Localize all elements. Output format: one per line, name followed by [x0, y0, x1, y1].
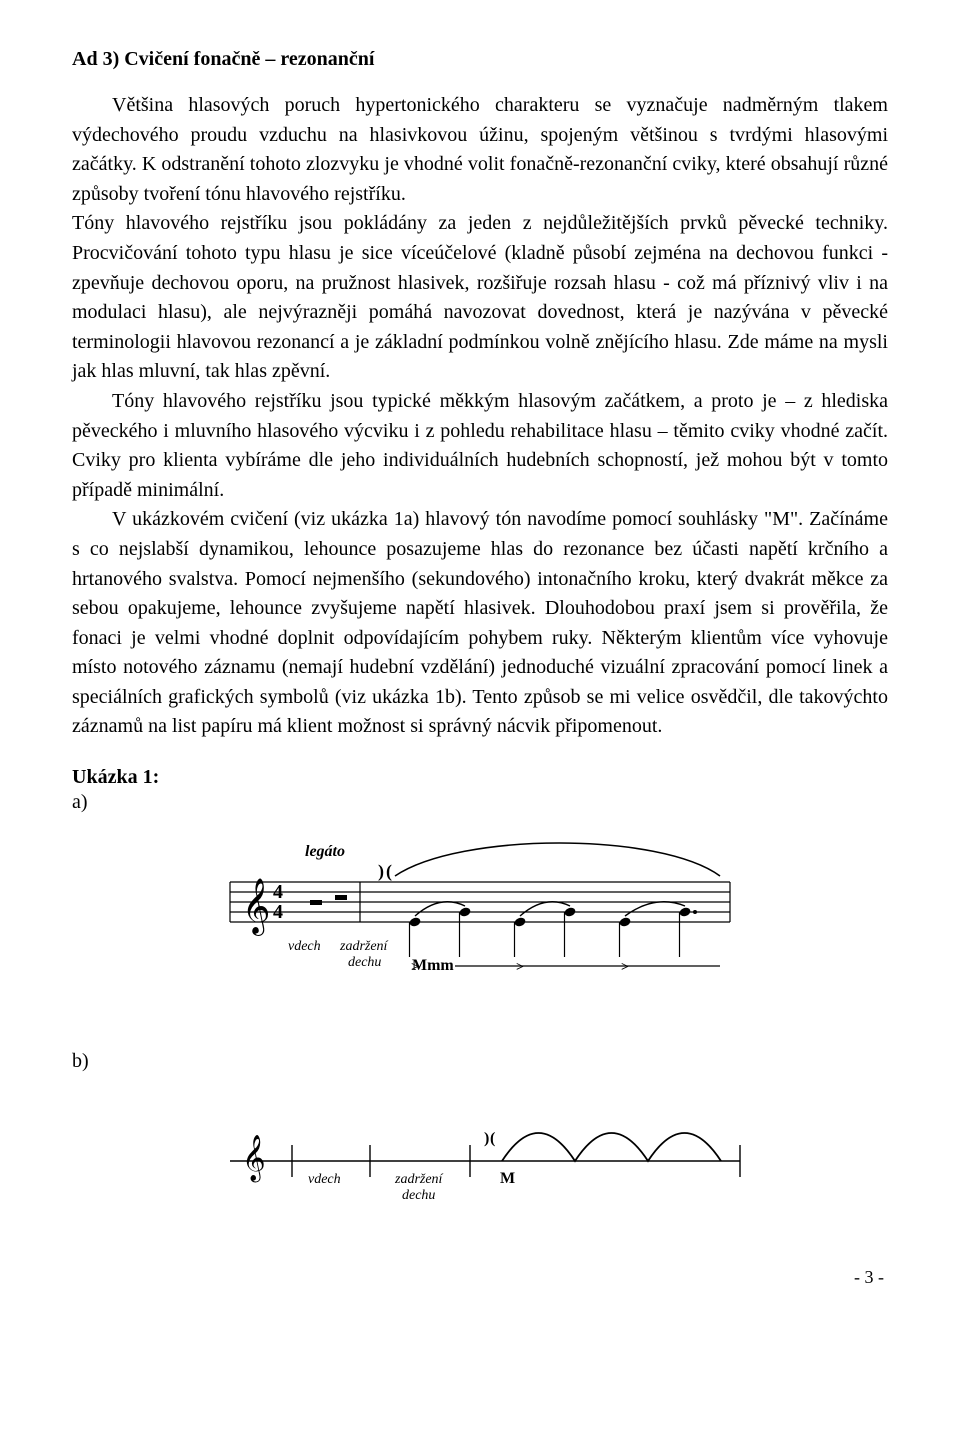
svg-text:𝄞: 𝄞 [242, 1135, 266, 1183]
figure-a-wrap: 𝄞44)(legáto>>>vdechzadrženídechuMmm [72, 822, 888, 1002]
svg-text:vdech: vdech [288, 939, 321, 954]
paragraph-2: Tóny hlavového rejstříku jsou pokládány … [72, 209, 888, 387]
svg-text:dechu: dechu [402, 1188, 435, 1203]
svg-text:legáto: legáto [305, 843, 345, 860]
svg-text:zadržení: zadržení [394, 1172, 444, 1187]
section-heading: Ad 3) Cvičení fonačně – rezonanční [72, 48, 888, 71]
svg-text:Mmm: Mmm [412, 957, 454, 974]
paragraph-3: Tóny hlavového rejstříku jsou typické mě… [72, 387, 888, 505]
music-notation-figure-a: 𝄞44)(legáto>>>vdechzadrženídechuMmm [200, 822, 760, 1002]
svg-text:>: > [516, 960, 524, 975]
sub-label-b: b) [72, 1050, 888, 1073]
svg-text:>: > [621, 960, 629, 975]
svg-text:): ) [484, 1130, 489, 1147]
figure-b-wrap: 𝄞)( vdech zadrženídechu M [72, 1081, 888, 1231]
svg-text:vdech: vdech [308, 1172, 341, 1187]
svg-text:(: ( [490, 1130, 495, 1147]
svg-text:M: M [500, 1170, 515, 1187]
paragraph-4: V ukázkovém cvičení (viz ukázka 1a) hlav… [72, 505, 888, 742]
paragraph-1: Většina hlasových poruch hypertonického … [72, 91, 888, 209]
example-label: Ukázka 1: [72, 766, 888, 789]
page-number: - 3 - [72, 1267, 888, 1288]
sub-label-a: a) [72, 791, 888, 814]
page-container: Ad 3) Cvičení fonačně – rezonanční Větši… [0, 0, 960, 1312]
svg-text:𝄞: 𝄞 [242, 879, 270, 936]
svg-text:(: ( [386, 861, 392, 882]
svg-text:dechu: dechu [348, 955, 381, 970]
graphic-notation-figure-b: 𝄞)( vdech zadrženídechu M [200, 1081, 760, 1231]
svg-text:4: 4 [273, 881, 283, 903]
svg-text:zadržení: zadržení [339, 939, 389, 954]
svg-text:4: 4 [273, 901, 283, 923]
svg-text:): ) [378, 861, 384, 882]
